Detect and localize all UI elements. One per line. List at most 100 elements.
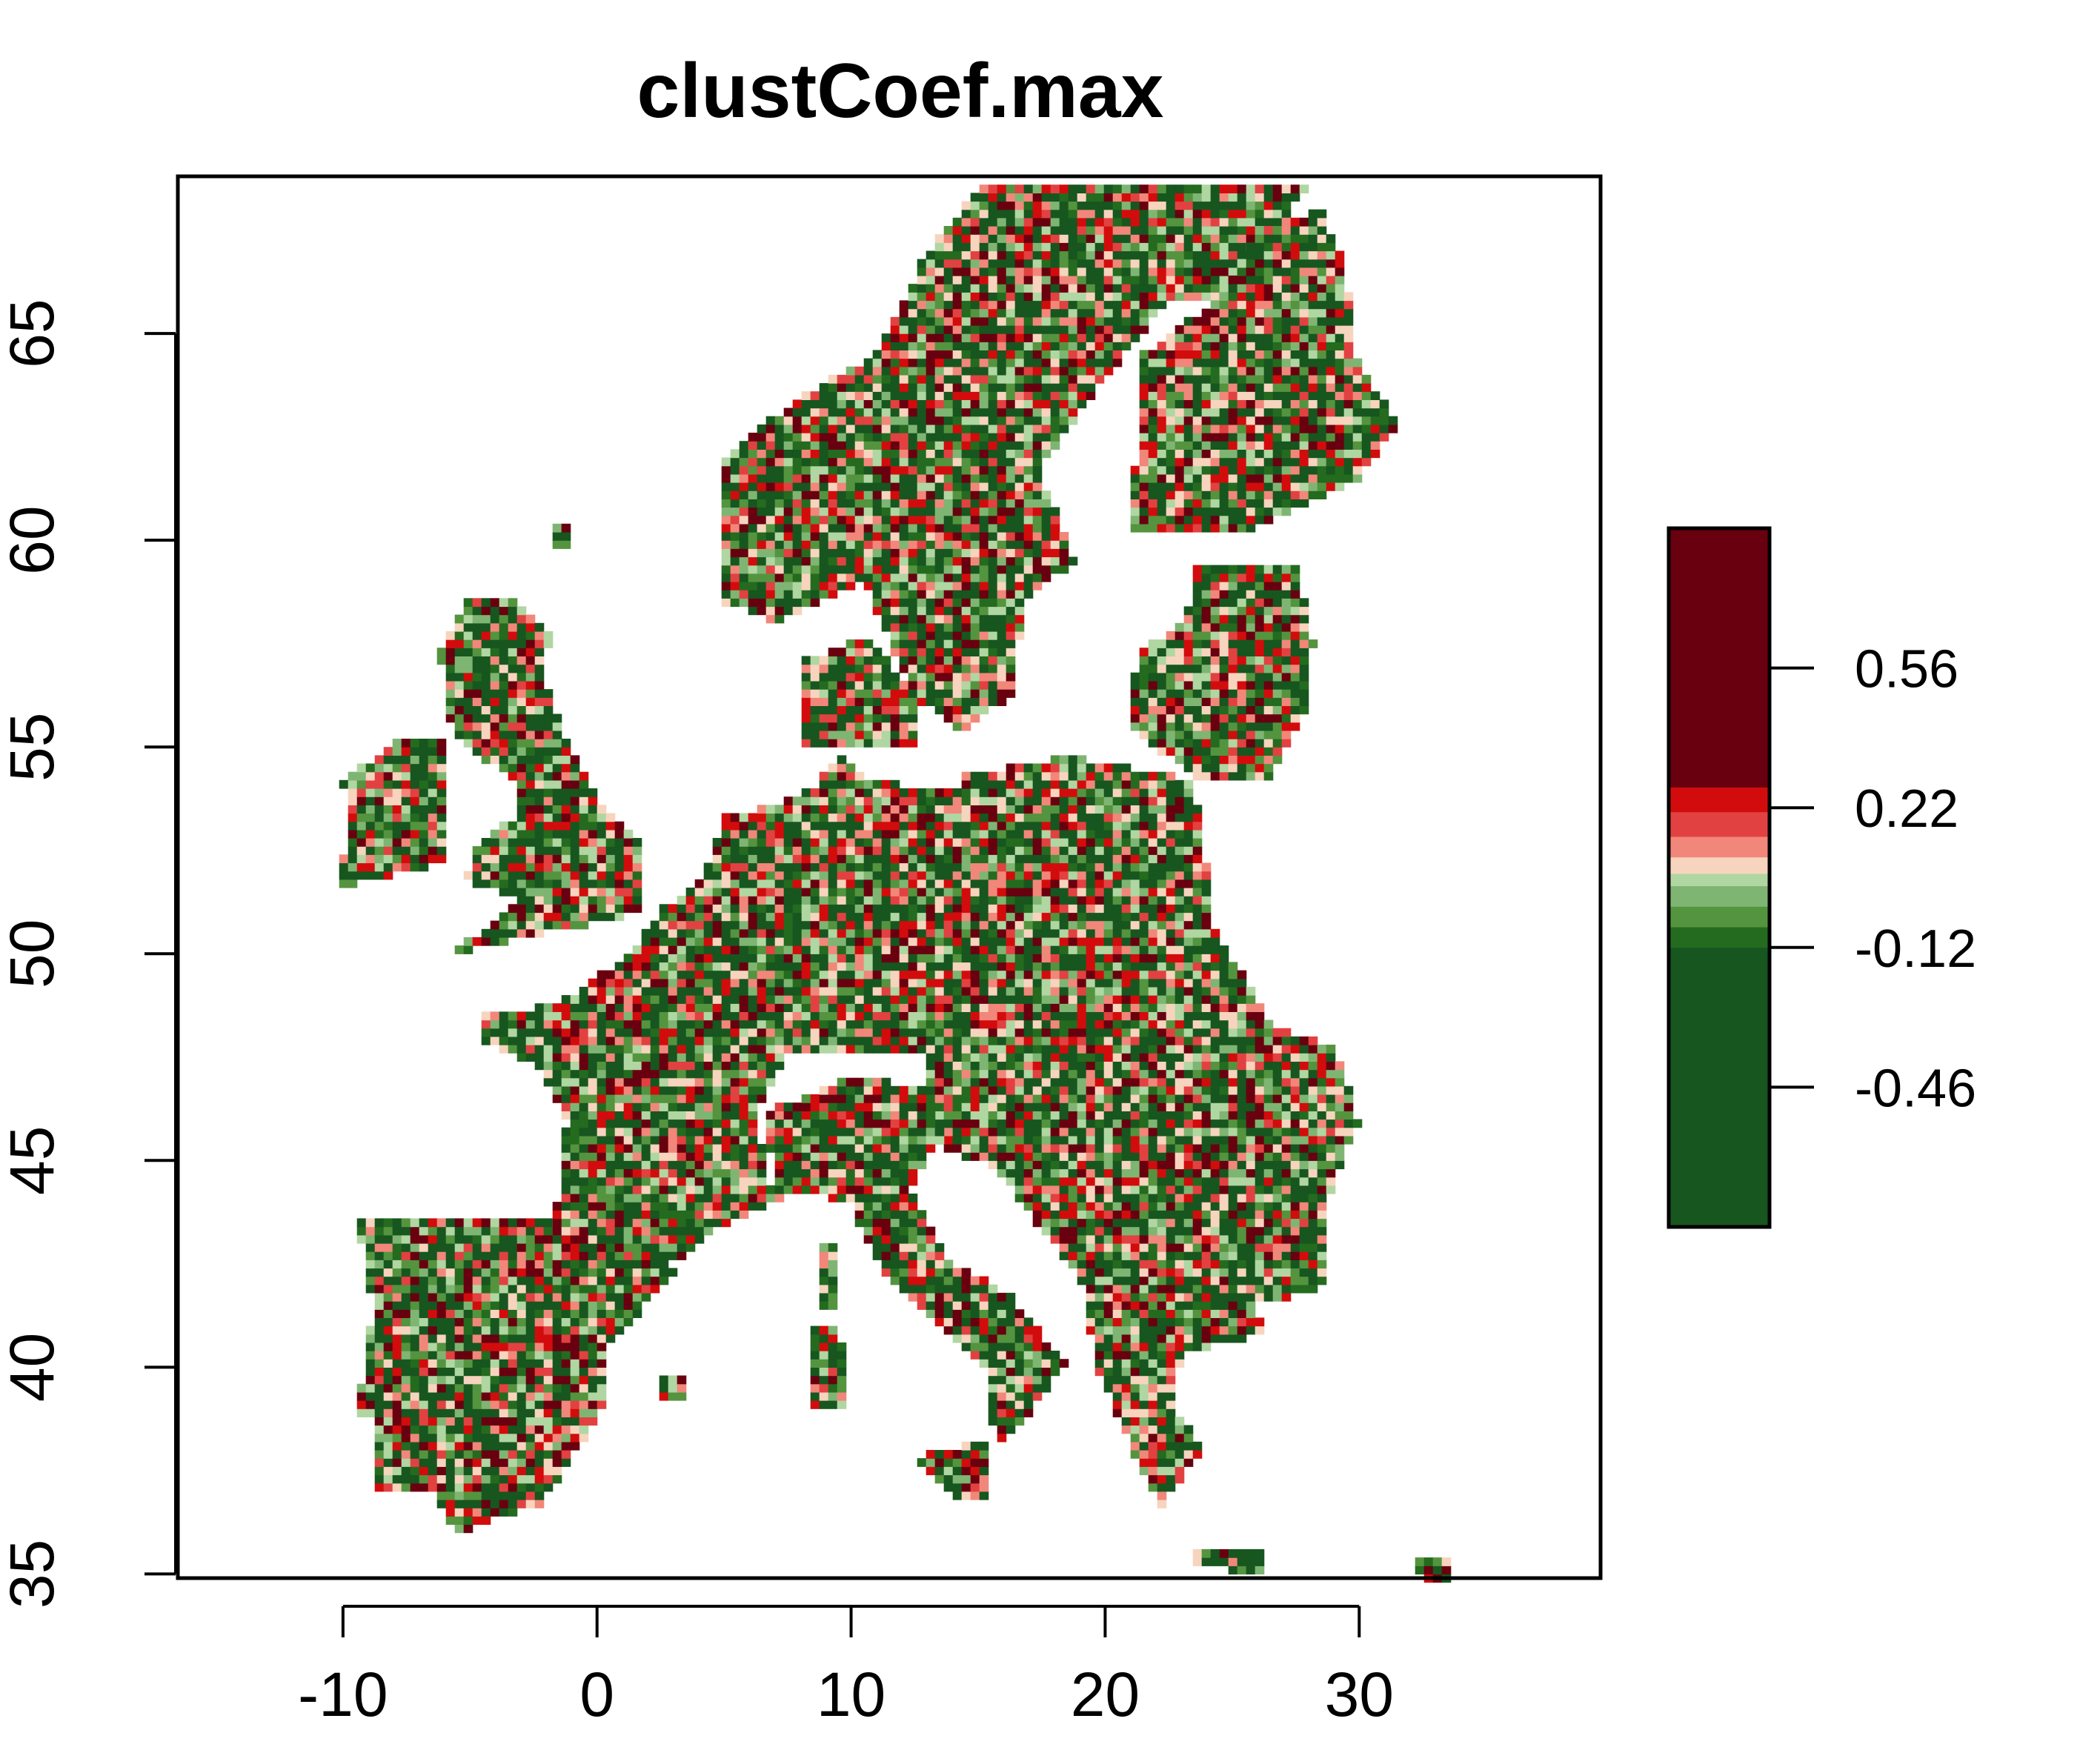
heat-cell: [561, 1276, 571, 1285]
heat-cell: [499, 1425, 509, 1434]
heat-cell: [1094, 1276, 1105, 1285]
heat-cell: [632, 1069, 642, 1079]
heat-cell: [1281, 1036, 1292, 1045]
heat-cell: [614, 1194, 625, 1202]
heat-cell: [1166, 1260, 1176, 1269]
heat-cell: [926, 796, 936, 805]
heat-cell: [926, 1011, 936, 1021]
heat-cell: [694, 978, 705, 988]
heat-cell: [1112, 1317, 1123, 1327]
heat-cell: [508, 1276, 518, 1285]
heat-cell: [1023, 1185, 1034, 1194]
heat-cell: [1246, 1094, 1256, 1103]
heat-cell: [952, 978, 963, 988]
heat-cell: [979, 1111, 989, 1120]
heat-cell: [1174, 1292, 1185, 1302]
heat-cell: [374, 1276, 385, 1285]
heat-cell: [1263, 1210, 1274, 1220]
heat-cell: [579, 1119, 589, 1128]
heat-cell: [1094, 1325, 1105, 1335]
heat-cell: [534, 1359, 545, 1368]
heat-cell: [748, 1202, 758, 1211]
heat-cell: [1041, 945, 1051, 954]
heat-cell: [1192, 1268, 1203, 1277]
heat-cell: [703, 1160, 714, 1170]
heat-cell: [454, 1441, 465, 1451]
heat-cell: [765, 986, 776, 996]
heat-cell: [499, 1408, 509, 1417]
heat-cell: [1219, 1061, 1229, 1071]
heat-cell: [1299, 1202, 1309, 1211]
heat-cell: [1192, 1450, 1203, 1459]
heat-cell: [588, 986, 598, 996]
heat-cell: [979, 805, 989, 814]
heat-cell: [659, 1053, 669, 1062]
heat-cell: [561, 1234, 571, 1244]
heat-cell: [1068, 1111, 1078, 1120]
heat-cell: [1192, 936, 1203, 946]
heat-cell: [1263, 1268, 1274, 1277]
heat-cell: [499, 1317, 509, 1327]
heat-cell: [1103, 838, 1114, 847]
heat-cell: [979, 862, 989, 872]
heat-cell: [1157, 871, 1167, 880]
heat-cell: [392, 1391, 402, 1401]
heat-cell: [1290, 1202, 1300, 1211]
heat-cell: [1272, 1119, 1283, 1128]
heat-cell: [1068, 1119, 1078, 1128]
heat-cell: [534, 1433, 545, 1443]
heat-cell: [694, 1003, 705, 1012]
heat-cell: [623, 1210, 634, 1220]
heat-cell: [1281, 1292, 1292, 1302]
heat-cell: [988, 1144, 998, 1153]
heat-cell: [534, 1458, 545, 1467]
heat-cell: [703, 962, 714, 971]
heat-cell: [1086, 1276, 1096, 1285]
heat-cell: [1255, 1102, 1265, 1111]
heat-cell: [1077, 912, 1087, 922]
heat-cell: [1032, 1177, 1043, 1186]
heat-cell: [890, 978, 900, 988]
heat-cell: [845, 821, 856, 831]
heat-cell: [374, 1417, 385, 1426]
heat-cell: [845, 888, 856, 896]
heat-cell: [534, 1003, 545, 1012]
heat-cell: [401, 1309, 411, 1318]
heat-cell: [1157, 1351, 1167, 1360]
heat-cell: [810, 821, 820, 831]
heat-cell: [926, 1003, 936, 1012]
heat-cell: [1166, 1152, 1176, 1161]
heat-cell: [757, 1168, 767, 1178]
heat-cell: [1157, 1168, 1167, 1178]
heat-cell: [1023, 1019, 1034, 1029]
heat-cell: [481, 1474, 491, 1484]
heat-cell: [650, 1194, 660, 1202]
heat-cell: [1210, 1036, 1220, 1045]
heat-cell: [623, 1185, 634, 1194]
heat-cell: [854, 888, 865, 896]
heat-cell: [597, 1342, 607, 1351]
heat-cell: [934, 796, 945, 805]
heat-cell: [1299, 1069, 1309, 1079]
heat-cell: [1086, 813, 1096, 822]
heat-cell: [943, 1102, 954, 1111]
heat-cell: [525, 1500, 536, 1508]
heat-cell: [570, 1202, 580, 1211]
heat-cell: [961, 978, 971, 988]
heat-cell: [579, 1152, 589, 1161]
heat-cell: [534, 1053, 545, 1062]
heat-cell: [721, 1028, 731, 1037]
heat-cell: [552, 1276, 562, 1285]
heat-cell: [383, 1483, 393, 1492]
heat-cell: [1041, 1202, 1051, 1211]
heat-cell: [677, 962, 687, 971]
heat-cell: [739, 1045, 749, 1054]
heat-cell: [872, 1011, 883, 1021]
heat-cell: [1201, 1177, 1212, 1186]
heat-cell: [774, 862, 785, 872]
heat-cell: [783, 1003, 794, 1012]
heat-cell: [943, 1045, 954, 1054]
heat-cell: [1174, 1218, 1185, 1228]
heat-cell: [1050, 986, 1060, 996]
heat-cell: [997, 1053, 1007, 1062]
